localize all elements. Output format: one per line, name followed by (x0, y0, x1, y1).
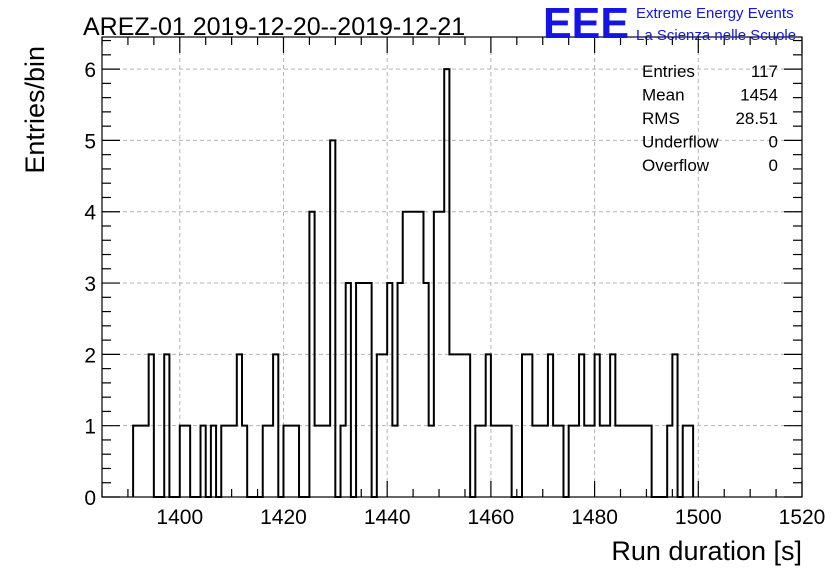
x-tick-label: 1420 (260, 506, 307, 529)
stats-value: 28.51 (735, 109, 778, 128)
stats-value: 117 (751, 62, 778, 81)
stats-box: Entries 117 Mean 1454 RMS 28.51 Underflow 0 Over… (642, 62, 778, 175)
axis-ticks (101, 37, 803, 498)
eee-logo-mark: EEE (543, 0, 629, 48)
stats-label: Mean (642, 86, 685, 105)
y-tick-label: 3 (84, 273, 96, 296)
logo-line-1: Extreme Energy Events (636, 5, 794, 22)
x-tick-label: 1440 (364, 506, 411, 529)
y-tick-label: 1 (84, 416, 96, 439)
y-tick-label: 2 (84, 344, 96, 367)
x-tick-label: 1400 (156, 506, 203, 529)
stats-value: 1454 (740, 86, 778, 105)
y-tick-labels: 0 1 2 3 4 5 6 (84, 59, 96, 510)
stats-label: Entries (642, 62, 695, 81)
x-tick-label: 1460 (468, 506, 515, 529)
chart-title: AREZ-01 2019-12-20--2019-12-21 (83, 13, 465, 41)
stats-value: 0 (769, 133, 778, 152)
histogram-outline (132, 68, 695, 498)
y-tick-label: 0 (84, 487, 96, 510)
y-tick-label: 5 (84, 130, 96, 153)
x-tick-label: 1500 (675, 506, 722, 529)
stats-label: Overflow (642, 156, 710, 175)
y-tick-label: 4 (84, 202, 96, 225)
eee-logo: EEE Extreme Energy Events La Scienza nel… (543, 0, 796, 48)
x-tick-labels: 1400 1420 1440 1460 1480 1500 1520 (156, 506, 825, 529)
logo-line-2: La Scienza nelle Scuole (636, 27, 796, 44)
stats-label: RMS (642, 109, 680, 128)
stats-label: Underflow (642, 133, 719, 152)
x-tick-label: 1520 (779, 506, 826, 529)
plot-frame (101, 36, 803, 498)
stats-value: 0 (769, 156, 778, 175)
y-axis-label: Entries/bin (20, 46, 50, 174)
x-tick-label: 1480 (571, 506, 618, 529)
x-axis-label: Run duration [s] (611, 536, 802, 566)
y-tick-label: 6 (84, 59, 96, 82)
